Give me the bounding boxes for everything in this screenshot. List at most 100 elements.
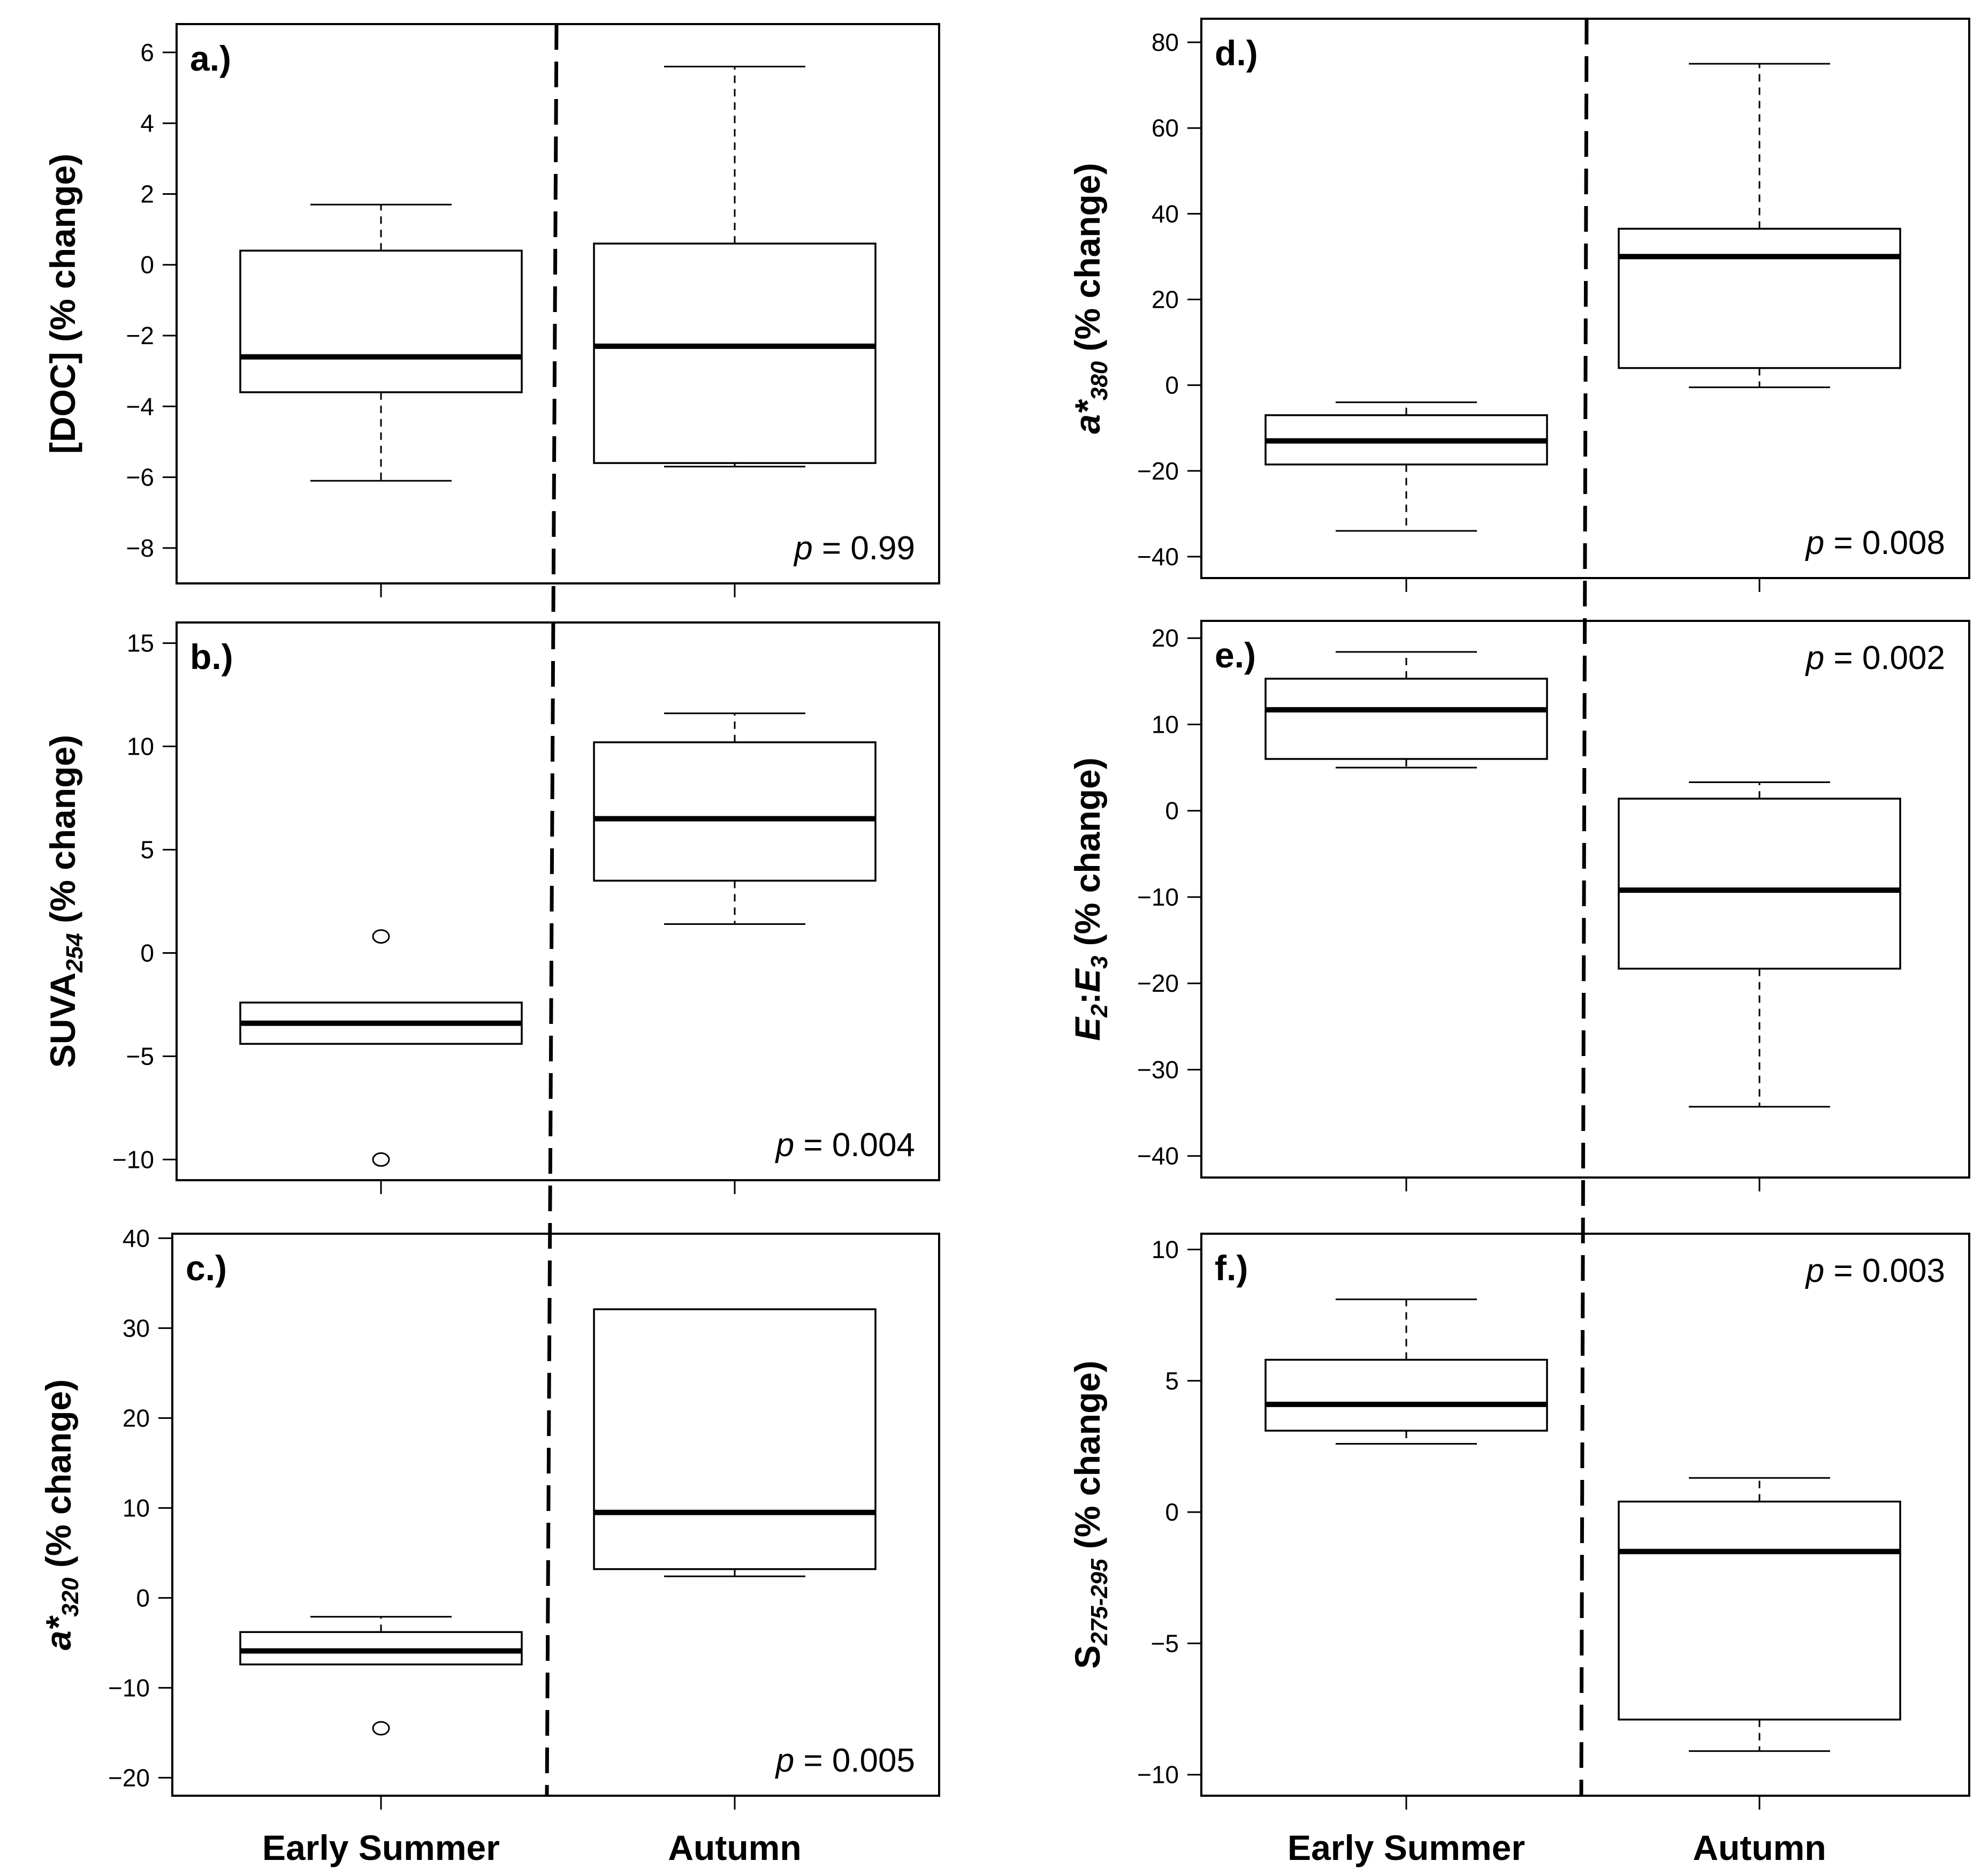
iqr-box (593, 1308, 877, 1570)
y-axis-label: SUVA254 (% change) (43, 735, 88, 1068)
y-tick-label: −40 (1137, 1142, 1179, 1170)
p-value: p = 0.004 (775, 1127, 915, 1164)
y-tick-label: 2 (140, 180, 154, 208)
y-tick-label: −5 (1151, 1629, 1179, 1657)
y-tick-label: 0 (1165, 1498, 1179, 1526)
iqr-box (239, 1631, 523, 1666)
box-autumn (1618, 1477, 1901, 1752)
box-early-summer (1264, 1298, 1548, 1445)
panel-f: −10 −5 0 5 10 f.) p = 0.003 S275-295 (% change) (1068, 1233, 1970, 1810)
box-autumn (593, 1308, 877, 1577)
y-tick-label: −30 (1137, 1055, 1179, 1083)
y-tick-label: 5 (1165, 1367, 1179, 1395)
y-tick-label: 6 (140, 39, 154, 66)
panel-e: −40 −30 −20 −10 0 10 20 e.) p = 0.002 E2:E3 (% ch… (1068, 620, 1970, 1191)
panel-label: c.) (186, 1248, 227, 1288)
y-tick-label: −8 (126, 534, 154, 562)
panel-b: −10 −5 0 5 10 15 b.) p = 0.004 SUVA254 (% change… (43, 621, 940, 1194)
plot-frame (1200, 1233, 1970, 1797)
y-tick-label: −40 (1137, 543, 1179, 571)
outlier-point (372, 929, 390, 944)
y-tick-label: 0 (1165, 797, 1179, 825)
y-tick-label: −20 (108, 1764, 150, 1791)
y-tick-label: −2 (126, 322, 154, 350)
iqr-box (239, 249, 523, 393)
y-tick-label: 10 (127, 733, 154, 761)
y-tick-label: 40 (123, 1224, 150, 1252)
y-tick-label: −10 (108, 1674, 150, 1702)
p-value: p = 0.008 (1805, 525, 1945, 561)
y-tick-label: 30 (123, 1314, 150, 1342)
box-autumn (1618, 63, 1901, 389)
panel-label: f.) (1215, 1248, 1248, 1288)
y-tick-label: 4 (140, 109, 154, 137)
y-tick-label: −5 (126, 1042, 154, 1070)
y-tick-label: 60 (1152, 114, 1179, 142)
box-autumn (593, 65, 877, 468)
y-tick-label: 0 (1165, 371, 1179, 399)
iqr-box (1264, 1358, 1548, 1432)
outlier-point (372, 1152, 390, 1167)
y-tick-label: −20 (1137, 457, 1179, 485)
y-tick-label: 15 (127, 629, 154, 657)
y-tick-label: 0 (136, 1584, 150, 1612)
y-tick-label: 20 (123, 1404, 150, 1432)
p-value: p = 0.003 (1805, 1252, 1945, 1289)
iqr-box (1618, 1500, 1901, 1721)
box-early-summer (1264, 401, 1548, 532)
panel-label: d.) (1215, 33, 1258, 73)
y-tick-label: −4 (126, 392, 154, 420)
y-axis-label: a*380 (% change) (1068, 163, 1113, 434)
plot-frame (176, 621, 940, 1181)
y-tick-label: 20 (1152, 286, 1179, 314)
box-autumn (1618, 781, 1901, 1108)
y-axis-label: [DOC] (% change) (43, 154, 82, 454)
panel-d: −40 −20 0 20 40 60 80 d.) p = 0.008 a*380 (% chan… (1068, 18, 1970, 592)
box-early-summer (239, 1616, 523, 1736)
iqr-box (593, 741, 877, 882)
y-tick-label: 0 (140, 251, 154, 279)
y-tick-label: 40 (1152, 200, 1179, 227)
p-value: p = 0.002 (1805, 640, 1945, 677)
season-divider-right (1579, 18, 1589, 1796)
panel-label: b.) (190, 637, 233, 677)
x-category-label: Early Summer (1287, 1828, 1525, 1867)
box-early-summer (239, 203, 523, 482)
y-axis-label: E2:E3 (% change) (1068, 757, 1113, 1040)
y-axis-label: a*320 (% change) (39, 1379, 83, 1650)
plot-frame (176, 23, 940, 584)
iqr-box (1618, 227, 1901, 369)
iqr-box (1618, 798, 1901, 970)
iqr-box (1264, 678, 1548, 760)
y-tick-label: 10 (1152, 710, 1179, 738)
y-tick-label: −10 (1137, 1761, 1179, 1789)
y-tick-label: −10 (1137, 883, 1179, 911)
y-tick-label: 80 (1152, 28, 1179, 56)
box-autumn (593, 712, 877, 925)
panel-a: −8 −6 −4 −2 0 2 4 6 a.) p = 0.99 [DOC] (% change) (43, 23, 940, 597)
p-value: p = 0.005 (775, 1742, 915, 1779)
y-tick-label: −10 (112, 1145, 154, 1173)
y-tick-label: 5 (140, 836, 154, 864)
p-value: p = 0.99 (793, 530, 915, 567)
iqr-box (593, 242, 877, 464)
panel-label: e.) (1215, 635, 1256, 675)
x-category-label: Early Summer (262, 1828, 500, 1867)
y-axis-label: S275-295 (% change) (1068, 1361, 1113, 1669)
x-category-label: Autumn (1693, 1828, 1826, 1867)
y-tick-label: 0 (140, 939, 154, 967)
box-early-summer (239, 929, 523, 1167)
plot-frame (171, 1233, 940, 1797)
panel-label: a.) (190, 39, 231, 78)
season-divider-left (545, 24, 559, 1796)
y-tick-label: 10 (1152, 1235, 1179, 1263)
outlier-point (372, 1721, 390, 1736)
y-tick-label: −20 (1137, 969, 1179, 997)
panel-c: −20 −10 0 10 20 30 40 c.) p = 0.005 a*320 (% chan… (39, 1224, 940, 1810)
box-early-summer (1264, 651, 1548, 769)
y-tick-label: 20 (1152, 624, 1179, 652)
y-tick-label: 10 (123, 1494, 150, 1522)
x-category-label: Autumn (668, 1828, 801, 1867)
y-tick-label: −6 (126, 464, 154, 491)
